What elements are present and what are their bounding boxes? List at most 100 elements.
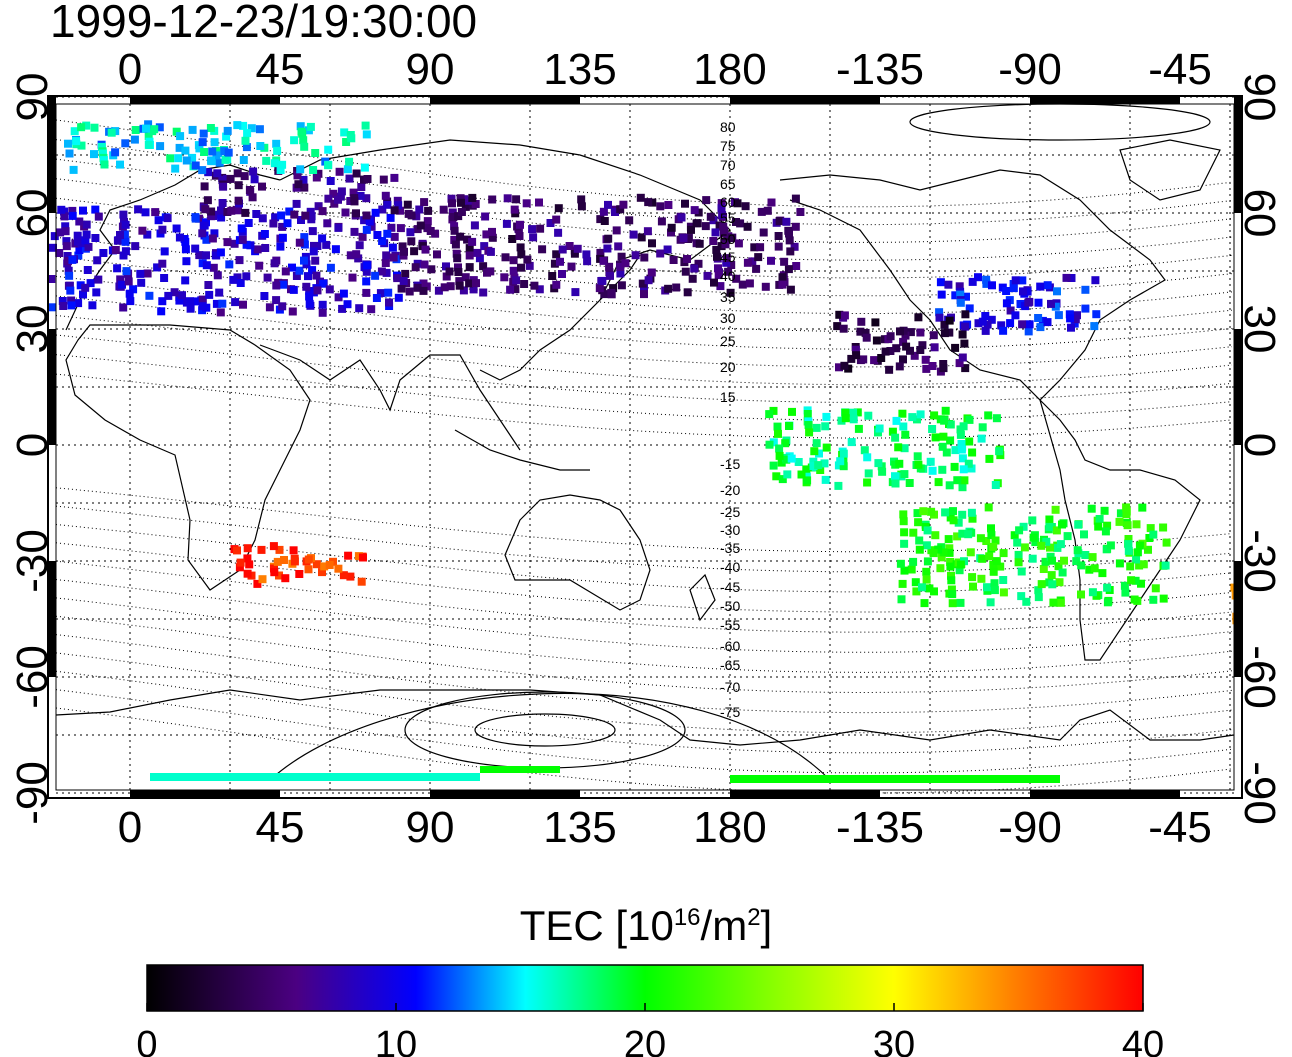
tec-cell — [940, 329, 949, 338]
tec-cell — [986, 598, 995, 607]
tec-cell — [785, 236, 794, 245]
tec-cell — [119, 303, 128, 312]
tec-cell — [447, 194, 456, 203]
frame-bar — [1234, 97, 1242, 213]
tec-cell — [454, 268, 463, 276]
tec-cell — [188, 153, 197, 162]
tec-cell — [65, 281, 74, 290]
contour-label: -15 — [720, 456, 740, 472]
tec-cell — [345, 157, 354, 166]
tec-cell — [247, 124, 256, 133]
tec-cell — [912, 587, 921, 596]
tec-cell — [120, 230, 129, 239]
tec-cell — [989, 567, 998, 576]
tec-cell — [1051, 302, 1060, 311]
tec-cell — [1080, 530, 1088, 539]
tec-cell — [517, 263, 525, 272]
tec-cell — [471, 200, 480, 208]
tec-cell — [951, 446, 960, 455]
tec-cell — [198, 138, 207, 147]
tec-cell — [130, 135, 139, 144]
tec-cell — [153, 263, 162, 272]
tec-cell — [1090, 564, 1099, 573]
tec-cell — [1042, 537, 1051, 546]
tec-cell — [243, 554, 252, 563]
tec-cell — [643, 227, 652, 236]
tec-cell — [945, 481, 954, 490]
tec-cell — [984, 411, 993, 420]
tec-cell — [515, 232, 524, 240]
tec-cell — [968, 573, 977, 582]
tec-cell — [896, 559, 905, 568]
tec-cell — [307, 215, 316, 224]
bottom-tick-label: -45 — [1148, 803, 1212, 852]
tec-cell — [640, 253, 649, 262]
top-tick-label: 45 — [256, 45, 305, 94]
tec-cell — [255, 261, 264, 270]
tec-cell — [296, 165, 305, 174]
contour-label: -30 — [720, 522, 740, 538]
tec-cell — [79, 290, 87, 299]
tec-cell — [242, 240, 251, 249]
tec-cell — [278, 233, 287, 242]
tec-cell — [614, 242, 623, 251]
tec-cell — [805, 428, 814, 437]
tec-cell — [81, 283, 90, 292]
tec-cell — [394, 201, 403, 210]
tec-cell — [1132, 555, 1141, 564]
left-axis-ticks: 90 60 30 0 -30 -60 -90 — [8, 73, 57, 825]
tec-cell — [958, 330, 967, 339]
tec-cell — [959, 465, 968, 474]
tec-cell — [68, 206, 77, 215]
tec-cell — [215, 288, 224, 297]
tec-cell — [1139, 560, 1148, 569]
tec-cell — [1123, 521, 1132, 530]
tec-cell — [461, 202, 470, 211]
tec-cell — [300, 240, 309, 249]
tec-cell — [373, 231, 382, 239]
tec-cell — [870, 356, 879, 365]
tec-cell — [985, 454, 994, 463]
tec-cell — [84, 242, 93, 251]
tec-cell — [1126, 562, 1135, 571]
tec-cell — [899, 422, 908, 431]
tec-cell — [482, 230, 491, 239]
tec-cell — [412, 212, 421, 221]
tec-cell — [991, 481, 1000, 489]
tec-cell — [339, 289, 348, 298]
tec-cell — [378, 205, 387, 214]
tec-cell — [407, 237, 416, 246]
colorbar-ticks: 0 10 20 30 40 — [136, 1003, 1164, 1057]
tec-cell — [1286, 590, 1292, 598]
tec-cell — [151, 208, 160, 217]
tec-cell — [204, 281, 213, 289]
contour-label: 25 — [720, 333, 736, 349]
tec-cell — [906, 346, 914, 355]
tec-cell — [939, 548, 948, 557]
tec-cell — [1051, 505, 1060, 514]
tec-cell — [1047, 299, 1055, 308]
tec-cell — [669, 256, 678, 264]
tec-cell — [346, 572, 355, 581]
tec-cell — [874, 459, 883, 468]
tec-cell — [387, 223, 396, 232]
tec-cell — [360, 163, 369, 172]
tec-cell — [1034, 586, 1043, 595]
tec-cell — [213, 169, 222, 178]
tec-cell — [411, 263, 420, 272]
tec-cell — [1088, 588, 1097, 597]
tec-cell — [290, 136, 299, 145]
tec-cell — [160, 274, 169, 282]
tec-cell — [748, 257, 757, 266]
tec-cell — [523, 255, 532, 264]
tec-cell — [965, 304, 974, 313]
tec-cell — [448, 199, 456, 208]
tec-cell — [265, 303, 274, 312]
top-axis-ticks: 0 45 90 135 180 -135 -90 -45 — [118, 45, 1212, 94]
tec-cell — [1250, 594, 1258, 602]
tec-cell — [958, 454, 967, 463]
contour-label: -50 — [720, 598, 740, 614]
tec-cell — [1017, 567, 1026, 576]
tec-cell — [65, 149, 74, 158]
tec-cell — [1034, 314, 1043, 322]
